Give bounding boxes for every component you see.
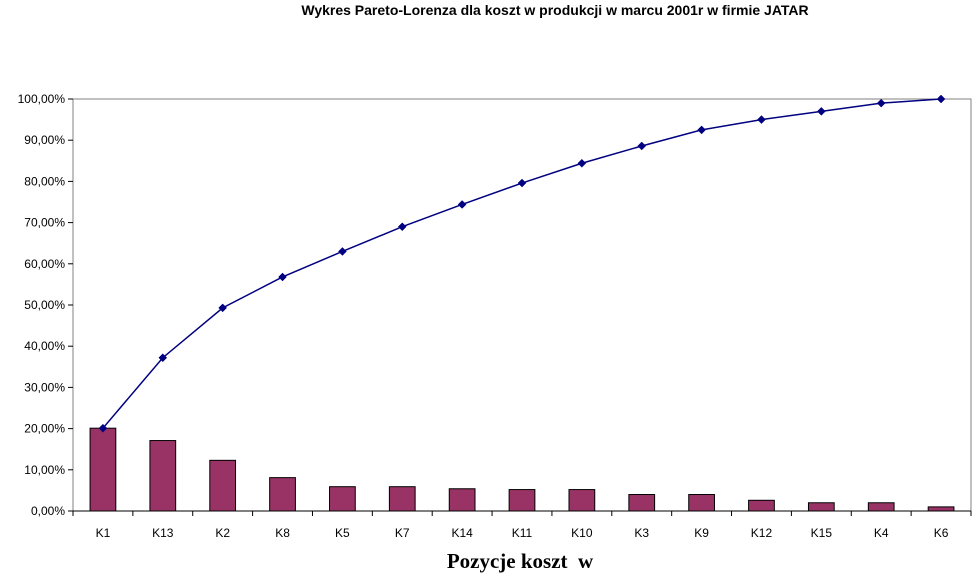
x-tick-label: K10 [571,526,593,540]
bar [209,459,237,512]
x-tick-label: K13 [152,526,174,540]
line-point [876,98,886,108]
chart-title: Wykres Pareto-Lorenza dla koszt w produk… [301,2,809,18]
line-point [397,222,407,232]
line-point [338,247,347,256]
line-point [218,303,228,313]
bar [329,486,356,512]
line-point [517,178,527,188]
x-axis-label: Pozycje koszt w [446,549,594,573]
x-tick-label: K9 [694,526,709,540]
bar-series [89,427,955,512]
y-tick-label: 20,00% [24,422,65,436]
x-tick-label: K12 [751,526,773,540]
line-point [158,353,168,363]
x-tick-label: K14 [451,526,473,540]
bar [508,489,536,512]
bar [568,489,596,512]
line-point [637,141,647,151]
bar [628,494,656,512]
y-tick-label: 90,00% [24,133,65,147]
line-point [278,272,287,282]
x-axis: K1 K13 K2 K8 K5 K7 K14 K11 K10 K3 K9 K12 K15 K4 K6 [72,510,972,540]
line-point [816,107,826,116]
line-point [936,94,946,104]
x-tick-label: K11 [512,526,533,540]
bar [149,440,177,512]
y-tick-label: 0,00% [31,504,65,518]
x-tick-label: K3 [634,526,649,540]
x-tick-label: K8 [275,526,290,540]
bar [388,486,416,512]
x-tick-label: K6 [934,526,949,540]
x-tick-label: K15 [811,526,833,540]
y-tick-label: 50,00% [24,298,65,312]
y-tick-label: 70,00% [24,216,65,230]
y-tick-label: 60,00% [24,257,65,271]
x-tick-label: K1 [96,526,111,540]
bar [89,427,117,512]
y-axis: 0,00% 10,00% 20,00% 30,00% 40,00% 50,00% 60,00… [18,92,73,518]
bar [688,494,715,512]
bar [748,499,775,512]
bar [448,488,476,512]
x-tick-label: K5 [335,526,350,540]
plot-area [72,98,972,512]
y-tick-label: 80,00% [24,174,65,188]
line-point [697,125,706,135]
line-point [757,115,766,124]
cumulative-line-series [98,94,946,433]
line-point [457,200,467,209]
x-tick-label: K2 [215,526,230,540]
bar [927,506,955,512]
bar [269,477,296,512]
y-tick-label: 10,00% [24,463,65,477]
y-tick-label: 30,00% [24,380,65,394]
x-tick-label: K4 [874,526,889,540]
bar [867,502,895,512]
line-point [577,158,587,168]
x-tick-label: K7 [395,526,410,540]
y-tick-label: 100,00% [18,92,66,106]
line-point [98,423,108,433]
y-tick-label: 40,00% [24,339,65,353]
bar [807,502,835,512]
